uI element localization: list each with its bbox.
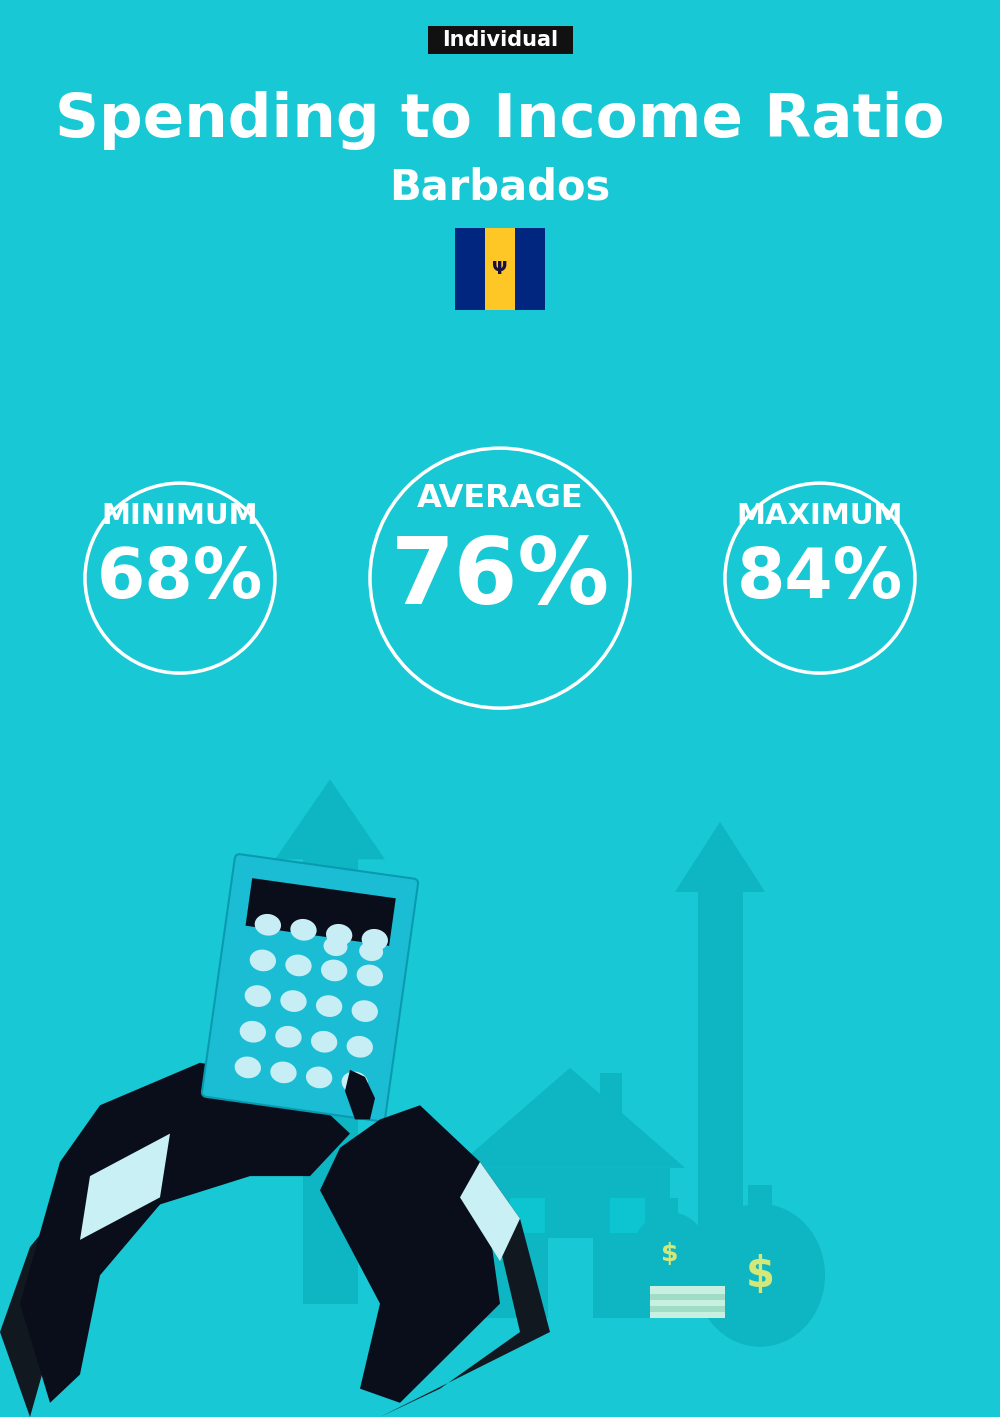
Ellipse shape <box>632 1213 708 1295</box>
Ellipse shape <box>280 990 307 1012</box>
Bar <box>455 228 485 310</box>
Polygon shape <box>345 1070 375 1119</box>
Bar <box>698 891 742 1304</box>
Bar <box>470 1168 670 1318</box>
Polygon shape <box>455 1068 685 1168</box>
Polygon shape <box>80 1134 170 1240</box>
Ellipse shape <box>240 1020 266 1043</box>
Polygon shape <box>380 1162 550 1417</box>
Text: 68%: 68% <box>97 544 263 612</box>
Bar <box>650 1304 725 1312</box>
Bar <box>485 228 515 310</box>
Bar <box>302 859 358 1304</box>
Text: MINIMUM: MINIMUM <box>102 502 258 530</box>
Ellipse shape <box>347 1036 373 1057</box>
Bar <box>662 1197 678 1216</box>
Bar <box>650 1298 725 1306</box>
Bar <box>515 228 545 310</box>
FancyBboxPatch shape <box>246 879 396 947</box>
Ellipse shape <box>342 1071 368 1094</box>
Bar <box>650 1292 725 1299</box>
Polygon shape <box>675 822 765 891</box>
Ellipse shape <box>270 1061 297 1083</box>
Ellipse shape <box>250 949 276 971</box>
Polygon shape <box>460 1162 520 1261</box>
Text: 76%: 76% <box>390 533 610 623</box>
Ellipse shape <box>290 920 317 941</box>
Bar <box>510 1197 545 1233</box>
Polygon shape <box>0 1134 170 1417</box>
Bar <box>610 1197 645 1233</box>
Ellipse shape <box>321 959 347 982</box>
Bar <box>600 1073 622 1128</box>
Text: Barbados: Barbados <box>389 166 611 208</box>
Ellipse shape <box>316 995 342 1017</box>
Ellipse shape <box>695 1204 825 1346</box>
Text: MAXIMUM: MAXIMUM <box>737 502 903 530</box>
Polygon shape <box>275 779 385 859</box>
Text: Ψ: Ψ <box>492 261 508 278</box>
Ellipse shape <box>326 924 352 945</box>
Text: Individual: Individual <box>442 30 558 50</box>
Ellipse shape <box>352 1000 378 1022</box>
Text: Spending to Income Ratio: Spending to Income Ratio <box>55 91 945 150</box>
Ellipse shape <box>357 965 383 986</box>
Ellipse shape <box>362 930 388 951</box>
Text: 84%: 84% <box>737 544 903 612</box>
FancyBboxPatch shape <box>428 26 572 54</box>
Text: $: $ <box>746 1254 774 1297</box>
Ellipse shape <box>324 937 347 956</box>
Ellipse shape <box>285 955 312 976</box>
Bar <box>748 1185 772 1210</box>
Text: AVERAGE: AVERAGE <box>417 483 583 514</box>
Bar <box>548 1238 592 1318</box>
Ellipse shape <box>245 985 271 1007</box>
Ellipse shape <box>235 1057 261 1078</box>
Ellipse shape <box>255 914 281 935</box>
Polygon shape <box>20 1063 350 1403</box>
Ellipse shape <box>311 1032 337 1053</box>
Text: $: $ <box>661 1243 679 1265</box>
Ellipse shape <box>306 1067 332 1088</box>
Polygon shape <box>320 1105 500 1403</box>
Ellipse shape <box>275 1026 302 1047</box>
FancyBboxPatch shape <box>202 854 418 1121</box>
Bar <box>650 1285 725 1294</box>
Ellipse shape <box>359 942 383 961</box>
Bar <box>650 1309 725 1318</box>
